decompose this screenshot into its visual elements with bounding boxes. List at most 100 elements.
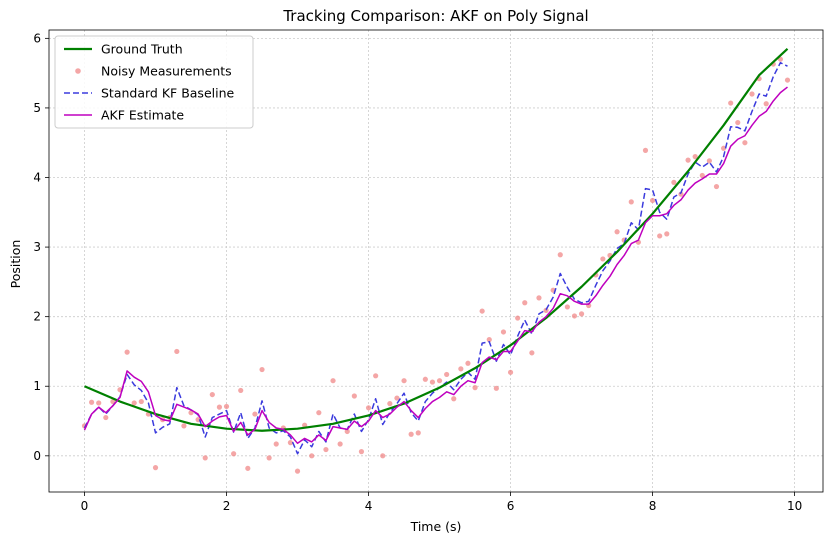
measurement-point [231, 451, 237, 457]
x-tick-label: 2 [223, 499, 231, 513]
measurement-point [720, 145, 727, 151]
x-axis-label: Time (s) [410, 519, 462, 534]
measurement-point [685, 157, 691, 163]
measurement-point [259, 366, 265, 373]
axes: 0 2 4 6 8 10 0 1 2 3 4 5 6 [33, 31, 802, 513]
x-tick-label: 10 [787, 499, 802, 513]
noisy-measurements-series [81, 56, 791, 474]
measurement-point [181, 423, 187, 429]
measurement-point [493, 385, 499, 391]
measurement-point [500, 329, 507, 335]
measurement-point [543, 307, 549, 314]
measurement-point [657, 233, 663, 239]
measurement-point [174, 348, 180, 355]
plot-series [81, 47, 791, 474]
x-tick-label: 6 [507, 499, 515, 513]
legend-marker [75, 68, 81, 74]
measurement-point [749, 91, 755, 97]
measurement-point [287, 439, 294, 446]
measurement-point [735, 119, 741, 126]
measurement-point [422, 376, 428, 382]
measurement-point [479, 308, 485, 314]
measurement-point [124, 349, 130, 355]
measurement-point [344, 428, 350, 435]
measurement-point [309, 453, 315, 459]
measurement-point [252, 411, 258, 417]
legend-label: Noisy Measurements [101, 64, 232, 79]
chart-title: Tracking Comparison: AKF on Poly Signal [282, 7, 588, 25]
legend-label: Standard KF Baseline [101, 86, 235, 101]
measurement-point [515, 315, 521, 321]
measurement-point [529, 350, 535, 356]
measurement-point [486, 337, 492, 343]
measurement-point [728, 100, 734, 106]
akf-estimate-series [83, 86, 788, 445]
measurement-point [110, 398, 116, 405]
measurement-point [465, 360, 471, 366]
measurement-point [138, 398, 144, 405]
measurement-point [216, 404, 223, 410]
measurement-point [316, 410, 322, 416]
measurement-point [557, 252, 563, 258]
measurement-point [699, 172, 705, 179]
measurement-point [784, 77, 791, 83]
x-tick-label: 8 [649, 499, 657, 513]
measurement-point [649, 197, 656, 204]
measurement-point [415, 430, 421, 436]
measurement-point [692, 154, 698, 160]
measurement-point [294, 468, 301, 474]
measurement-point [507, 369, 514, 375]
y-tick-label: 0 [33, 449, 41, 463]
measurement-point [273, 441, 279, 447]
measurement-point [131, 400, 137, 406]
measurement-point [713, 183, 720, 190]
measurement-point [373, 373, 379, 379]
measurement-point [365, 405, 372, 411]
measurement-point [564, 304, 570, 310]
plot-frame [48, 29, 824, 493]
measurement-point [238, 387, 244, 394]
measurement-point [763, 101, 769, 107]
measurement-point [664, 231, 670, 237]
y-tick-label: 5 [33, 101, 41, 115]
measurement-point [202, 455, 208, 461]
measurement-point [578, 311, 585, 317]
measurement-point [472, 385, 478, 391]
measurement-point [358, 449, 365, 455]
measurement-point [742, 140, 748, 146]
y-axis-label: Position [8, 240, 23, 289]
measurement-point [223, 403, 230, 410]
measurement-point [89, 399, 95, 405]
measurement-point [614, 229, 620, 235]
measurement-point [330, 378, 336, 384]
measurement-point [401, 378, 407, 384]
measurement-point [444, 371, 450, 378]
measurement-point [600, 256, 606, 262]
y-tick-label: 4 [33, 171, 41, 185]
measurement-point [152, 465, 159, 471]
x-tick-label: 4 [365, 499, 373, 513]
ground-truth-series [84, 47, 789, 432]
legend-label: AKF Estimate [101, 108, 184, 123]
legend-label: Ground Truth [101, 42, 183, 57]
measurement-point [337, 441, 343, 447]
y-tick-label: 6 [33, 31, 41, 45]
measurement-point [387, 401, 393, 407]
legend-box [54, 35, 254, 129]
y-tick-label: 3 [33, 240, 41, 254]
measurement-point [394, 395, 400, 401]
measurement-point [103, 414, 109, 421]
measurement-point [429, 379, 436, 385]
y-tick-label: 1 [33, 379, 41, 393]
measurement-point [380, 453, 386, 459]
measurement-point [536, 295, 542, 301]
measurement-point [436, 378, 443, 384]
measurement-point [96, 400, 102, 406]
measurement-point [245, 465, 251, 471]
measurement-point [351, 393, 357, 399]
measurement-point [209, 391, 215, 398]
measurement-point [408, 431, 414, 437]
ground-truth-line [84, 47, 789, 432]
